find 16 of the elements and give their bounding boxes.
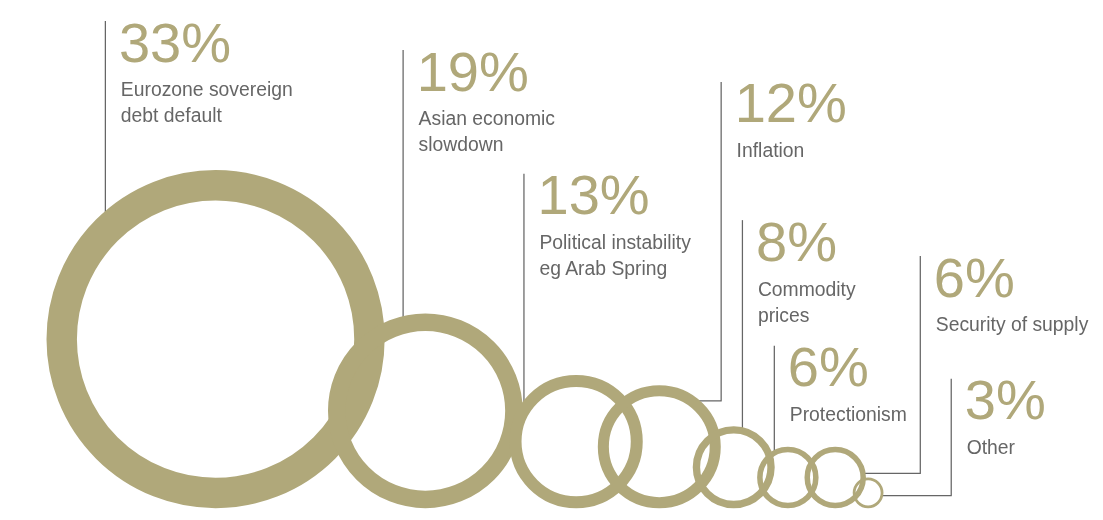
data-label: 6%	[933, 245, 1015, 309]
data-label: 33%	[118, 10, 232, 74]
data-label: 13%	[537, 163, 650, 227]
category-label: Security of supply	[935, 314, 1089, 336]
data-label: 6%	[787, 335, 869, 399]
category-label: Asian economic slowdown	[418, 108, 556, 156]
category-label: Inflation	[736, 140, 805, 162]
category-label: Protectionism	[789, 404, 907, 426]
data-label: 12%	[734, 71, 847, 135]
category-label: Commodity prices	[757, 278, 856, 326]
data-label: 8%	[755, 209, 837, 273]
category-label: Political instability eg Arab Spring	[539, 232, 692, 280]
data-label: 19%	[416, 39, 529, 103]
data-label: 3%	[964, 368, 1046, 432]
category-label: Eurozone sovereign debt default	[120, 79, 293, 127]
category-label: Other	[966, 437, 1016, 459]
